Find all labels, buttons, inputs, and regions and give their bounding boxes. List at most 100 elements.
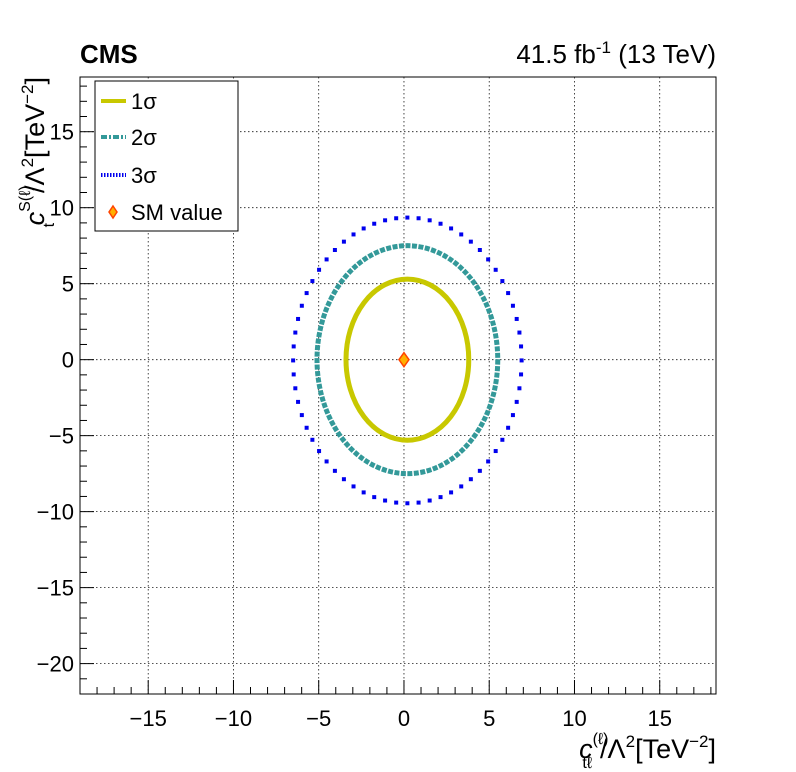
contour-point-3sigma xyxy=(304,425,309,430)
x-tick-label: 0 xyxy=(398,706,410,731)
contour-point-3sigma xyxy=(459,484,464,489)
contour-point-3sigma xyxy=(310,437,315,442)
contour-point-3sigma xyxy=(416,500,421,505)
contour-point-3sigma xyxy=(438,495,443,500)
y-axis-symbol: c xyxy=(20,211,50,225)
contour-point-3sigma xyxy=(296,399,301,404)
contour-1sigma xyxy=(343,276,472,443)
y-axis-rest: /Λ xyxy=(20,167,50,193)
y-tick-label: −10 xyxy=(37,500,74,525)
y-axis-title: cS(ℓ) t/Λ2[TeV−2] xyxy=(17,77,58,227)
x-tick-label: 5 xyxy=(483,706,495,731)
plot-frame xyxy=(79,76,717,695)
contour-series xyxy=(291,215,524,506)
contour-point-3sigma xyxy=(324,257,329,262)
y-tick-label: 0 xyxy=(62,348,74,373)
contour-point-3sigma xyxy=(394,500,399,505)
contour-point-3sigma xyxy=(427,218,432,223)
contour-point-3sigma xyxy=(405,501,410,506)
contour-point-3sigma xyxy=(477,468,482,473)
contour-point-3sigma xyxy=(291,372,296,377)
contour-point-3sigma xyxy=(317,267,322,272)
contour-point-3sigma xyxy=(486,257,491,262)
contour-point-3sigma xyxy=(514,399,519,404)
y-axis-subscript: t xyxy=(41,222,58,227)
contour-point-3sigma xyxy=(514,316,519,321)
contour-point-3sigma xyxy=(506,425,511,430)
lumi-exponent: -1 xyxy=(596,38,611,57)
contour-point-3sigma xyxy=(361,490,366,495)
y-axis-square: 2 xyxy=(18,158,37,167)
contour-point-3sigma xyxy=(477,247,482,252)
lumi-label: 41.5 fb-1 (13 TeV) xyxy=(516,38,716,69)
x-axis-unit-exponent: −2 xyxy=(689,732,708,751)
contour-point-3sigma xyxy=(405,215,410,220)
contour-point-3sigma xyxy=(341,239,346,244)
contour-point-3sigma xyxy=(449,226,454,231)
x-axis-symbol: c xyxy=(579,734,593,764)
y-axis-superscript: S(ℓ) xyxy=(17,185,34,212)
contour-point-3sigma xyxy=(383,498,388,503)
contour-2sigma xyxy=(314,243,501,477)
y-tick-label: 10 xyxy=(50,196,74,221)
contour-point-3sigma xyxy=(372,495,377,500)
x-axis-unit: [TeV xyxy=(635,734,689,764)
contour-point-3sigma xyxy=(493,267,498,272)
contour-point-3sigma xyxy=(459,232,464,237)
x-axis-rest: /Λ xyxy=(600,734,626,764)
contour-point-3sigma xyxy=(394,216,399,221)
contour-point-3sigma xyxy=(416,216,421,221)
contour-point-3sigma xyxy=(324,459,329,464)
contour-point-3sigma xyxy=(383,218,388,223)
legend-label-3sigma: 3σ xyxy=(131,163,157,188)
contour-point-3sigma xyxy=(493,449,498,454)
x-tick-label: −5 xyxy=(306,706,331,731)
x-tick-label: 10 xyxy=(562,706,586,731)
y-axis-close: ] xyxy=(20,77,50,85)
contour-point-3sigma xyxy=(332,247,337,252)
contour-point-3sigma xyxy=(299,303,304,308)
contour-point-3sigma xyxy=(449,490,454,495)
y-axis-title-group: cS(ℓ) t/Λ2[TeV−2] xyxy=(17,77,58,227)
contour-point-3sigma xyxy=(500,437,505,442)
legend-box xyxy=(94,80,239,232)
contour-point-3sigma xyxy=(299,413,304,418)
contour-3sigma xyxy=(291,215,524,506)
contour-point-3sigma xyxy=(519,344,524,349)
contour-point-3sigma xyxy=(517,330,522,335)
contour-point-3sigma xyxy=(304,291,309,296)
legend-swatch-sm xyxy=(108,204,118,220)
contour-point-3sigma xyxy=(293,386,298,391)
x-axis-title: c(ℓ) tℓ/Λ2[TeV−2] xyxy=(579,731,716,772)
y-tick-label: −20 xyxy=(37,652,74,677)
x-tick-label: 15 xyxy=(647,706,671,731)
tick-labels: −15 −10 −5 0 5 10 15 −20 −15 −10 −5 0 5 10 15 xyxy=(37,120,672,731)
contour-point-3sigma xyxy=(372,221,377,226)
contour-point-3sigma xyxy=(293,330,298,335)
contour-point-3sigma xyxy=(468,477,473,482)
contour-point-3sigma xyxy=(317,449,322,454)
axis-ticks xyxy=(79,85,712,695)
contour-point-3sigma xyxy=(291,358,296,363)
contour-point-3sigma xyxy=(291,344,296,349)
contour-point-3sigma xyxy=(296,316,301,321)
contour-point-3sigma xyxy=(351,484,356,489)
legend-label-2sigma: 2σ xyxy=(131,125,157,150)
x-tick-label: −10 xyxy=(215,706,252,731)
contour-point-3sigma xyxy=(506,291,511,296)
contour-point-3sigma xyxy=(519,372,524,377)
contour-point-3sigma xyxy=(510,303,515,308)
contour-point-3sigma xyxy=(486,459,491,464)
x-axis-close: ] xyxy=(708,734,716,764)
y-tick-label: 15 xyxy=(50,120,74,145)
contour-point-3sigma xyxy=(310,279,315,284)
contour-point-3sigma xyxy=(517,386,522,391)
y-tick-label: 5 xyxy=(62,272,74,297)
experiment-label: CMS xyxy=(80,39,138,69)
y-tick-label: −5 xyxy=(49,424,74,449)
x-axis-superscript: (ℓ) xyxy=(593,731,609,748)
contour-point-3sigma xyxy=(438,221,443,226)
contour-point-3sigma xyxy=(468,239,473,244)
legend: 1σ 2σ 3σ SM value xyxy=(94,80,239,232)
